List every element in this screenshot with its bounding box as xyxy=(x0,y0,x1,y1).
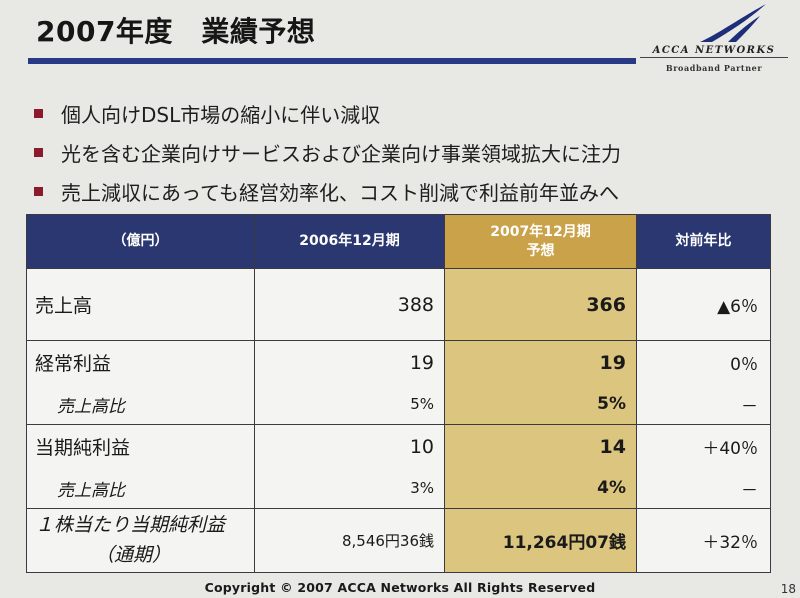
logo-swoosh-icon xyxy=(700,4,766,42)
table-row-net-income: 当期純利益 10 14 ＋40％ xyxy=(26,424,771,469)
page-title: 2007年度 業績予想 xyxy=(36,15,316,48)
bullet-text: 個人向けDSL市場の縮小に伴い減収 xyxy=(61,103,381,127)
value-yoy: － xyxy=(636,468,771,509)
value-yoy: ▲6％ xyxy=(636,268,771,341)
value-yoy: 0％ xyxy=(636,340,771,385)
value-2006: 10 xyxy=(254,424,445,469)
header-2007-forecast: 2007年12月期 予想 xyxy=(444,214,637,269)
table-row-ordinary-profit: 経常利益 19 19 0％ xyxy=(26,340,771,385)
value-yoy: ＋32％ xyxy=(636,508,771,573)
company-logo: ACCA NETWORKS Broadband Partner xyxy=(638,2,788,76)
title-underline-bar xyxy=(28,58,636,64)
bullet-square-icon xyxy=(34,148,43,157)
row-sublabel: 売上高比 xyxy=(26,384,255,425)
forecast-table: （億円） 2006年12月期 2007年12月期 予想 対前年比 売上高 388… xyxy=(26,214,771,573)
header-2007-line1: 2007年12月期 xyxy=(490,223,591,240)
row-label: 売上高 xyxy=(26,268,255,341)
table-row-net-ratio: 売上高比 3% 4% － xyxy=(26,468,771,509)
bullet-square-icon xyxy=(34,187,43,196)
bullet-text: 光を含む企業向けサービスおよび企業向け事業領域拡大に注力 xyxy=(61,142,621,166)
value-yoy: ＋40％ xyxy=(636,424,771,469)
value-2007: 11,264円07銭 xyxy=(444,508,637,573)
header-2007-line2: 予想 xyxy=(526,242,555,259)
bullet-list: 個人向けDSL市場の縮小に伴い減収 光を含む企業向けサービスおよび企業向け事業領… xyxy=(34,94,621,211)
value-2007: 4% xyxy=(444,468,637,509)
value-2007: 14 xyxy=(444,424,637,469)
header-yoy: 対前年比 xyxy=(636,214,771,269)
header-2006: 2006年12月期 xyxy=(254,214,445,269)
value-2007: 5% xyxy=(444,384,637,425)
bullet-item: 光を含む企業向けサービスおよび企業向け事業領域拡大に注力 xyxy=(34,133,621,172)
table-row-eps: １株当たり当期純利益 （通期） 8,546円36銭 11,264円07銭 ＋32… xyxy=(26,508,771,573)
eps-label-line1: １株当たり当期純利益 xyxy=(35,514,226,537)
page-number: 18 xyxy=(780,582,796,596)
header-unit: （億円） xyxy=(26,214,255,269)
value-2006: 19 xyxy=(254,340,445,385)
table-row-ordinary-ratio: 売上高比 5% 5% － xyxy=(26,384,771,425)
row-label: 当期純利益 xyxy=(26,424,255,469)
value-2007: 366 xyxy=(444,268,637,341)
bullet-item: 個人向けDSL市場の縮小に伴い減収 xyxy=(34,94,621,133)
logo-tagline: Broadband Partner xyxy=(665,63,763,73)
value-2006: 388 xyxy=(254,268,445,341)
eps-label-line2: （通期） xyxy=(95,543,172,566)
bullet-square-icon xyxy=(34,109,43,118)
value-yoy: － xyxy=(636,384,771,425)
table-row-sales: 売上高 388 366 ▲6％ xyxy=(26,268,771,341)
table-header-row: （億円） 2006年12月期 2007年12月期 予想 対前年比 xyxy=(26,214,771,269)
copyright-footer: Copyright © 2007 ACCA Networks All Right… xyxy=(204,580,596,595)
value-2006: 3% xyxy=(254,468,445,509)
bullet-item: 売上減収にあっても経営効率化、コスト削減で利益前年並みへ xyxy=(34,172,621,211)
bullet-text: 売上減収にあっても経営効率化、コスト削減で利益前年並みへ xyxy=(61,181,619,205)
logo-name: ACCA NETWORKS xyxy=(640,45,788,58)
value-2007: 19 xyxy=(444,340,637,385)
row-sublabel: 売上高比 xyxy=(26,468,255,509)
value-2006: 5% xyxy=(254,384,445,425)
value-2006: 8,546円36銭 xyxy=(254,508,445,573)
row-label-eps: １株当たり当期純利益 （通期） xyxy=(26,508,255,573)
row-label: 経常利益 xyxy=(26,340,255,385)
